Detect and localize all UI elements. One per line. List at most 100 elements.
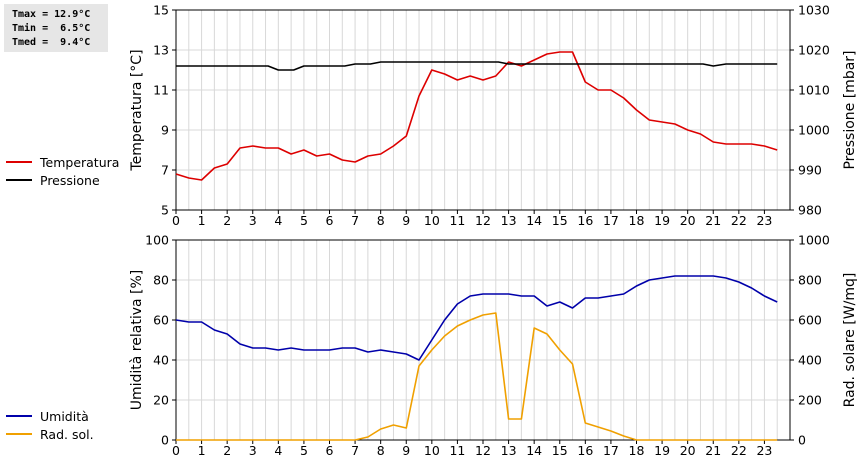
x-tick-label: 21 (705, 443, 721, 458)
y2-tick-label: 990 (798, 163, 822, 178)
stat-tmax: Tmax = 12.9°C (12, 9, 91, 20)
series-line-umidit (175, 275, 778, 361)
x-tick-label: 6 (326, 213, 334, 228)
x-tick-label: 14 (526, 213, 542, 228)
x-tick-label: 1 (198, 213, 206, 228)
x-tick-label: 20 (680, 213, 696, 228)
y-tick-label: 40 (153, 353, 169, 368)
legend-swatch (6, 179, 32, 181)
y-tick-label: 5 (161, 203, 169, 218)
x-tick-label: 5 (300, 213, 308, 228)
x-tick-label: 16 (577, 443, 593, 458)
x-tick-label: 15 (552, 213, 568, 228)
legend-item-temperatura: Temperatura (6, 153, 119, 171)
y-tick-label: 7 (161, 163, 169, 178)
x-tick-label: 15 (552, 443, 568, 458)
y2-tick-label: 980 (798, 203, 822, 218)
y2-tick-label: 1000 (798, 123, 830, 138)
y-axis-label: Umidità relativa [%] (129, 270, 145, 411)
chart-panel-2: 0 1 2 3 4 5 6 7 8 9 10 11 12 13 14 15 16 17 18 19 20 21 22 2302… (129, 233, 858, 459)
legend-bottom: Umidità Rad. sol. (6, 407, 94, 443)
y2-tick-label: 800 (798, 273, 822, 288)
legend-swatch (6, 433, 32, 435)
y2-axis-label: Pressione [mbar] (842, 50, 858, 169)
x-tick-label: 10 (424, 443, 440, 458)
legend-label: Rad. sol. (40, 426, 94, 442)
x-tick-label: 22 (731, 213, 747, 228)
x-tick-label: 7 (351, 213, 359, 228)
x-tick-label: 3 (249, 213, 257, 228)
y-tick-label: 20 (153, 393, 169, 408)
x-tick-label: 3 (249, 443, 257, 458)
y-tick-label: 60 (153, 313, 169, 328)
y2-tick-label: 200 (798, 393, 822, 408)
x-tick-label: 18 (629, 213, 645, 228)
legend-top: Temperatura Pressione (6, 153, 119, 189)
x-tick-label: 9 (402, 213, 410, 228)
x-tick-label: 22 (731, 443, 747, 458)
y2-tick-label: 400 (798, 353, 822, 368)
y2-tick-label: 0 (798, 433, 806, 448)
x-tick-label: 12 (475, 443, 491, 458)
x-tick-label: 8 (377, 213, 385, 228)
x-tick-label: 23 (756, 443, 772, 458)
x-tick-label: 18 (629, 443, 645, 458)
x-tick-label: 19 (654, 213, 670, 228)
y-tick-label: 80 (153, 273, 169, 288)
legend-label: Umidità (40, 408, 89, 424)
y2-tick-label: 1030 (798, 3, 830, 18)
y-tick-label: 9 (161, 123, 169, 138)
x-tick-label: 4 (274, 443, 282, 458)
legend-label: Temperatura (40, 154, 120, 170)
legend-label: Pressione (40, 172, 100, 188)
x-tick-label: 1 (198, 443, 206, 458)
chart-panel-1: 0 1 2 3 4 5 6 7 8 9 10 11 12 13 14 15 16 17 18 19 20 21 22 2357… (129, 3, 858, 229)
x-tick-label: 6 (326, 443, 334, 458)
y-tick-label: 100 (145, 233, 169, 248)
legend-item-radsol: Rad. sol. (6, 425, 94, 443)
x-tick-label: 10 (424, 213, 440, 228)
x-tick-label: 13 (501, 213, 517, 228)
series-line-pressione (176, 61, 778, 71)
y-tick-label: 15 (153, 3, 169, 18)
legend-item-umidita: Umidità (6, 407, 94, 425)
stat-tmin: Tmin = 6.5°C (12, 23, 91, 34)
y2-axis-label: Rad. solare [W/mq] (842, 273, 858, 408)
x-tick-label: 14 (526, 443, 542, 458)
y2-tick-label: 1000 (798, 233, 830, 248)
series-line-rad-sol (176, 312, 778, 441)
x-tick-label: 11 (449, 213, 465, 228)
x-tick-label: 0 (172, 443, 180, 458)
legend-swatch (6, 415, 32, 417)
x-tick-label: 16 (577, 213, 593, 228)
series-line-temperatura (175, 51, 778, 181)
x-tick-label: 0 (172, 213, 180, 228)
legend-swatch (6, 161, 32, 163)
y-axis-label: Temperatura [°C] (129, 49, 145, 171)
y-tick-label: 13 (153, 43, 169, 58)
x-tick-label: 12 (475, 213, 491, 228)
x-tick-label: 7 (351, 443, 359, 458)
x-tick-label: 2 (223, 443, 231, 458)
x-tick-label: 17 (603, 213, 619, 228)
stat-tmed: Tmed = 9.4°C (12, 37, 91, 48)
legend-item-pressione: Pressione (6, 171, 119, 189)
x-tick-label: 13 (501, 443, 517, 458)
x-tick-label: 5 (300, 443, 308, 458)
y2-tick-label: 600 (798, 313, 822, 328)
x-tick-label: 17 (603, 443, 619, 458)
x-tick-label: 11 (449, 443, 465, 458)
x-tick-label: 8 (377, 443, 385, 458)
x-tick-label: 2 (223, 213, 231, 228)
y2-tick-label: 1010 (798, 83, 830, 98)
x-tick-label: 23 (756, 213, 772, 228)
x-tick-label: 9 (402, 443, 410, 458)
stats-box: Tmax = 12.9°C Tmin = 6.5°C Tmed = 9.4°C (4, 4, 108, 52)
y2-tick-label: 1020 (798, 43, 830, 58)
y-tick-label: 11 (153, 83, 169, 98)
x-tick-label: 4 (274, 213, 282, 228)
x-tick-label: 20 (680, 443, 696, 458)
y-tick-label: 0 (161, 433, 169, 448)
x-tick-label: 19 (654, 443, 670, 458)
